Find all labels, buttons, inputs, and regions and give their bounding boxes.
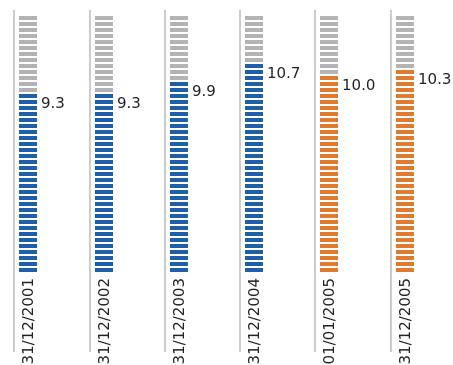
- bar: [396, 70, 414, 272]
- category-label: 31/12/2005: [396, 278, 414, 364]
- bar-group-4: 10.7 31/12/2004: [239, 10, 300, 364]
- value-label: 9.3: [41, 94, 65, 112]
- value-label: 10.3: [418, 70, 451, 88]
- bar-group-5: 10.0 01/01/2005: [314, 10, 375, 364]
- category-label: 31/12/2001: [19, 278, 37, 364]
- bar: [320, 76, 338, 272]
- category-label: 31/12/2003: [170, 278, 188, 364]
- bar-group-1: 9.3 31/12/2001: [13, 10, 65, 364]
- bar-group-3: 9.9 31/12/2003: [164, 10, 216, 364]
- bar-group-2: 9.3 31/12/2002: [89, 10, 141, 364]
- bar-group-6: 10.3 31/12/2005: [390, 10, 451, 364]
- bar: [245, 64, 263, 272]
- value-label: 9.3: [117, 94, 141, 112]
- value-label: 10.0: [342, 76, 375, 94]
- value-label: 10.7: [267, 64, 300, 82]
- bar: [95, 94, 113, 272]
- bar: [170, 82, 188, 272]
- category-label: 01/01/2005: [320, 278, 338, 364]
- bar: [19, 94, 37, 272]
- value-label: 9.9: [192, 82, 216, 100]
- category-label: 31/12/2002: [95, 278, 113, 364]
- category-label: 31/12/2004: [245, 278, 263, 364]
